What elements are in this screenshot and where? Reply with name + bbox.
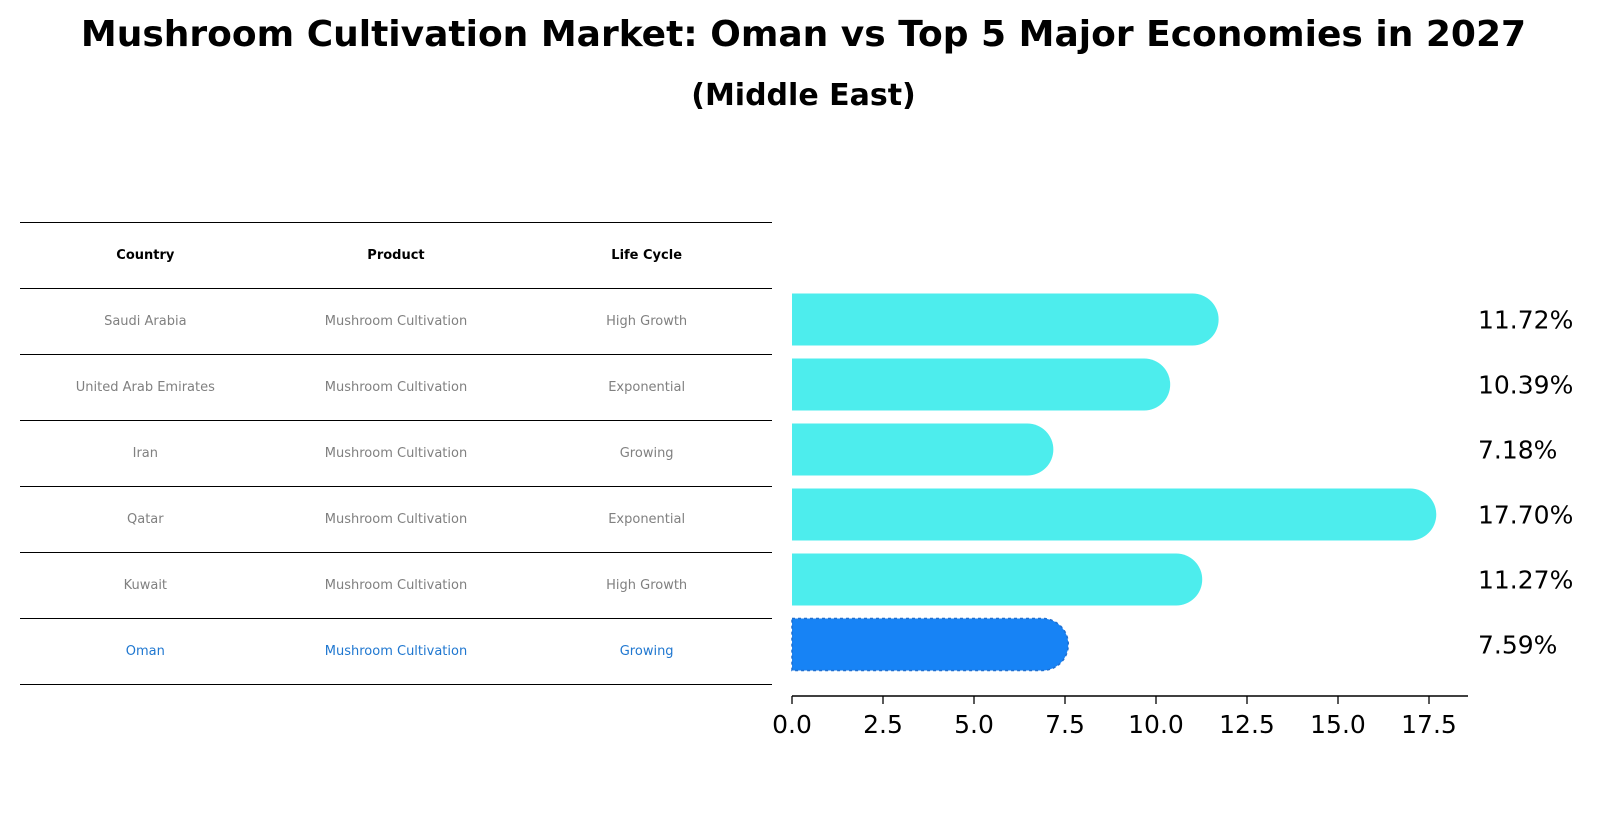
table-row: Iran Mushroom Cultivation Growing xyxy=(20,420,772,487)
bar xyxy=(792,423,1054,476)
cell-country: United Arab Emirates xyxy=(20,354,271,421)
cell-country: Saudi Arabia xyxy=(20,288,271,355)
chart-subtitle: (Middle East) xyxy=(691,78,916,113)
comparison-table: Country Product Life Cycle Saudi Arabia … xyxy=(20,222,772,685)
value-label: 7.18% xyxy=(1478,436,1557,465)
bar-highlight xyxy=(791,617,1070,672)
header-country: Country xyxy=(20,222,271,289)
cell-product: Mushroom Cultivation xyxy=(270,420,522,487)
cell-life-cycle: High Growth xyxy=(521,288,772,355)
bar xyxy=(792,358,1171,411)
x-tick-label: 2.5 xyxy=(863,710,903,739)
cell-product: Mushroom Cultivation xyxy=(270,618,522,685)
x-tick-label: 0.0 xyxy=(772,710,812,739)
cell-country: Iran xyxy=(20,420,271,487)
cell-product: Mushroom Cultivation xyxy=(270,354,522,421)
chart-title: Mushroom Cultivation Market: Oman vs Top… xyxy=(80,14,1527,55)
bar xyxy=(792,488,1437,541)
table-row: Saudi Arabia Mushroom Cultivation High G… xyxy=(20,288,772,355)
x-tick-label: 15.0 xyxy=(1310,710,1366,739)
bar xyxy=(792,293,1219,346)
cell-product: Mushroom Cultivation xyxy=(270,486,522,553)
x-tick-label: 5.0 xyxy=(954,710,994,739)
cell-life-cycle: Growing xyxy=(521,420,772,487)
header-life-cycle: Life Cycle xyxy=(521,222,772,289)
x-tick-label: 10.0 xyxy=(1128,710,1184,739)
value-label: 11.27% xyxy=(1478,566,1573,595)
table-row: Qatar Mushroom Cultivation Exponential xyxy=(20,486,772,553)
x-tick-label: 7.5 xyxy=(1045,710,1085,739)
cell-life-cycle: High Growth xyxy=(521,552,772,619)
value-label: 17.70% xyxy=(1478,501,1573,530)
cell-product: Mushroom Cultivation xyxy=(270,288,522,355)
cell-country: Kuwait xyxy=(20,552,271,619)
cell-product: Mushroom Cultivation xyxy=(270,552,522,619)
cell-country: Oman xyxy=(20,618,271,685)
x-tick-label: 17.5 xyxy=(1401,710,1457,739)
table-row: Kuwait Mushroom Cultivation High Growth xyxy=(20,552,772,619)
cell-life-cycle: Exponential xyxy=(521,354,772,421)
x-tick-label: 12.5 xyxy=(1219,710,1275,739)
table-row-highlight: Oman Mushroom Cultivation Growing xyxy=(20,618,772,685)
header-product: Product xyxy=(270,222,522,289)
value-label: 11.72% xyxy=(1478,306,1573,335)
table-header-row: Country Product Life Cycle xyxy=(20,222,772,289)
cell-country: Qatar xyxy=(20,486,271,553)
value-label: 10.39% xyxy=(1478,371,1573,400)
value-label: 7.59% xyxy=(1478,631,1557,660)
cell-life-cycle: Growing xyxy=(521,618,772,685)
bar xyxy=(792,553,1203,606)
cell-life-cycle: Exponential xyxy=(521,486,772,553)
table-row: United Arab Emirates Mushroom Cultivatio… xyxy=(20,354,772,421)
